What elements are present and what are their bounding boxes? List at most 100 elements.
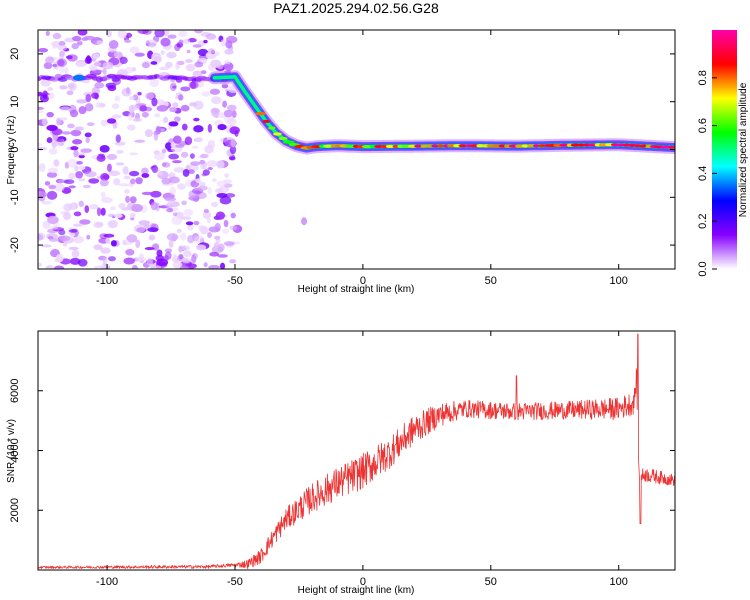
spectrogram-noise-cell	[205, 33, 217, 40]
spectrogram-noise-cell	[38, 196, 46, 202]
spectrogram-noise-cell	[48, 184, 56, 190]
spectrogram-noise-cell	[63, 211, 71, 221]
spectrogram-noise-cell	[183, 208, 194, 216]
spectrogram-noise-cell	[121, 87, 132, 97]
spectrogram-noise-cell	[96, 154, 106, 162]
spectrogram-noise-cell	[111, 103, 120, 109]
spectrogram-noise-cell	[74, 126, 84, 131]
spectrogram-noise-cell	[176, 228, 182, 234]
spectrogram-noise-cell	[150, 190, 162, 198]
spectrogram-ridge-cell	[385, 144, 395, 148]
spectrogram-noise-cell	[68, 172, 76, 180]
spectrogram-noise-cell	[178, 245, 183, 253]
spectrogram-noise-cell	[168, 176, 180, 184]
spectrogram-noise-cell	[214, 222, 221, 232]
spectrogram-noise-cell	[92, 40, 98, 45]
spectrogram-noise-cell	[75, 171, 84, 179]
spectrogram-noise-cell	[223, 241, 235, 246]
spectrogram-noise-cell	[187, 235, 194, 244]
spectrogram-ridge-cell	[255, 112, 267, 116]
spectrogram-noise-cell	[186, 49, 191, 54]
spectrogram-noise-cell	[141, 167, 149, 175]
spectrogram-noise-cell	[67, 158, 79, 168]
spectrogram-ridge-cell	[521, 144, 529, 148]
spectrogram-noise-cell	[132, 118, 142, 122]
spectrogram-noise-cell	[141, 191, 154, 196]
spectrogram-x-ticks: -100 -50 0 50 100	[96, 30, 628, 287]
spectrogram-xtick-label: -50	[227, 275, 243, 287]
spectrogram-noise-cell	[43, 62, 53, 70]
spectrogram-noise-cell	[188, 102, 198, 107]
spectrogram-noise-cell	[154, 30, 165, 38]
spectrogram-noise-cell	[48, 148, 58, 155]
spectrogram-noise-cell	[172, 253, 178, 260]
spectrogram-noise-cell	[128, 96, 135, 101]
snr-ytick-label: 4000	[9, 438, 21, 462]
snr-xtick-label: 50	[485, 576, 497, 588]
spectrogram-noise-cell	[165, 61, 173, 68]
spectrogram-noise-cell	[99, 145, 110, 153]
spectrogram-noise-cell	[188, 169, 195, 175]
spectrogram-noise-cell	[207, 186, 212, 195]
snr-xtick-label: -50	[227, 576, 243, 588]
spectrogram-noise-cell	[215, 188, 224, 194]
spectrogram-noise-cell	[86, 122, 95, 127]
spectrogram-noise-cell	[68, 229, 78, 233]
spectrogram-noise-cell	[164, 248, 172, 253]
spectrogram-noise-cell	[178, 94, 184, 101]
spectrogram-noise-cell	[106, 118, 117, 124]
spectrogram-ytick-label: -20	[9, 237, 21, 253]
spectrogram-noise-cell	[102, 174, 110, 180]
spectrogram-ridge-cell	[616, 143, 626, 147]
spectrogram-noise-cell	[155, 125, 161, 135]
spectrogram-noise-cell	[116, 149, 124, 154]
spectrogram-noise-cell	[144, 246, 155, 251]
spectrogram-noise-cell	[47, 87, 54, 91]
snr-panel: -100 -50 0 50 100 2000 4000 6000 Height of str…	[6, 330, 676, 596]
spectrogram-noise-cell	[118, 202, 126, 210]
spectrogram-ytick-label: 10	[9, 96, 21, 108]
spectrogram-noise-cell	[185, 63, 196, 72]
spectrogram-ridge-cell	[392, 144, 399, 148]
spectrogram-noise-cell	[180, 151, 189, 158]
spectrogram-noise-cell	[107, 220, 118, 229]
spectrogram-noise-cell	[88, 178, 100, 184]
spectrogram-noise-cell	[67, 83, 75, 89]
snr-xtick-label: 0	[360, 576, 366, 588]
spectrogram-noise-cell	[191, 145, 199, 149]
spectrogram-ridge-cell	[559, 143, 570, 147]
spectrogram-noise-cell	[137, 91, 142, 96]
spectrogram-noise-cell	[106, 73, 117, 79]
spectrogram-noise-cell	[178, 39, 184, 45]
spectrogram-noise-cell	[113, 51, 123, 59]
spectrogram-noise-cell	[68, 246, 79, 251]
spectrogram-y-ticks: 20 10 0 -10 -20	[9, 48, 675, 253]
spectrogram-noise-cell	[168, 121, 179, 127]
spectrogram-noise-cell	[195, 178, 201, 184]
spectrogram-noise-cell	[301, 217, 308, 226]
spectrogram-noise-cell	[179, 232, 187, 241]
spectrogram-noise-cell	[53, 159, 60, 167]
spectrogram-noise-cell	[53, 265, 65, 269]
spectrogram-noise-cell	[38, 142, 43, 147]
spectrogram-ridge-cell	[431, 144, 439, 148]
spectrogram-ridge-cell	[639, 144, 648, 148]
spectrogram-noise-cell	[92, 53, 100, 59]
spectrogram-noise-cell	[171, 215, 183, 225]
spectrogram-noise-cell	[197, 185, 208, 191]
spectrogram-noise-cell	[78, 165, 86, 171]
spectrogram-noise-cell	[108, 40, 119, 49]
spectrogram-noise-cell	[224, 172, 230, 179]
spectrogram-noise-cell	[41, 244, 52, 248]
spectrogram-noise-cell	[82, 184, 91, 189]
spectrogram-noise-cell	[46, 137, 53, 144]
spectrogram-ytick-label: -10	[9, 189, 21, 205]
spectrogram-noise-cell	[151, 97, 158, 107]
spectrogram-noise-cell	[229, 259, 237, 264]
spectrogram-noise-cell	[68, 185, 76, 189]
spectrogram-noise-cell	[113, 178, 121, 186]
spectrogram-noise-cell	[100, 207, 106, 216]
spectrogram-noise-cell	[200, 153, 209, 159]
spectrogram-noise-cell	[46, 171, 58, 178]
